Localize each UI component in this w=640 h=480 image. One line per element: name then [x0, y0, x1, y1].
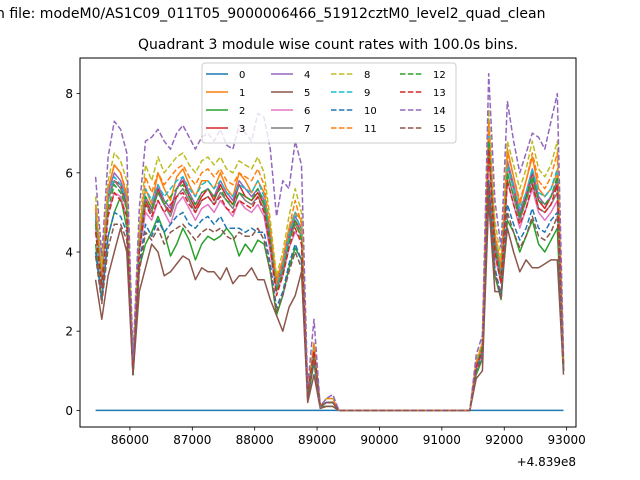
x-tick-label: 86000 [111, 433, 149, 447]
legend-label-7: 7 [304, 124, 310, 135]
y-tick-label: 6 [65, 166, 73, 180]
y-axis-ticks: 0 2 4 6 8 [65, 87, 80, 418]
x-tick-label: 91000 [423, 433, 461, 447]
legend-label-5: 5 [304, 88, 310, 99]
legend-label-13: 13 [433, 88, 446, 99]
y-tick-label: 4 [65, 246, 73, 260]
plot-frame [79, 57, 577, 428]
series-line-11 [94, 120, 565, 412]
y-tick-label: 2 [65, 325, 73, 339]
legend-label-8: 8 [364, 70, 370, 81]
legend-label-3: 3 [239, 124, 245, 135]
x-axis-offset-label: +4.839e8 [517, 455, 576, 469]
series-line-8 [94, 108, 565, 412]
legend-label-12: 12 [433, 70, 446, 81]
x-tick-label: 90000 [360, 433, 398, 447]
x-tick-label: 93000 [548, 433, 586, 447]
legend-label-11: 11 [364, 124, 377, 135]
figure-suptitle: n file: modeM0/AS1C09_011T05_9000006466_… [0, 6, 545, 22]
legend-label-2: 2 [239, 106, 245, 117]
series-line-14 [94, 73, 565, 412]
x-tick-label: 92000 [485, 433, 523, 447]
legend-label-0: 0 [239, 70, 245, 81]
legend-label-15: 15 [433, 124, 446, 135]
series-line-15 [94, 183, 565, 412]
x-axis-ticks: 86000 87000 88000 89000 90000 91000 92000 93000 [111, 427, 586, 447]
plot-lines [94, 73, 565, 412]
legend-box [201, 62, 457, 144]
x-tick-label: 89000 [298, 433, 336, 447]
y-tick-label: 8 [65, 87, 73, 101]
legend-label-9: 9 [364, 88, 370, 99]
legend-label-1: 1 [239, 88, 245, 99]
y-tick-label: 0 [65, 404, 73, 418]
legend-label-10: 10 [364, 106, 377, 117]
legend-label-6: 6 [304, 106, 310, 117]
x-tick-label: 87000 [173, 433, 211, 447]
chart-title: Quadrant 3 module wise count rates with … [138, 37, 518, 53]
x-tick-label: 88000 [236, 433, 274, 447]
legend-label-14: 14 [433, 106, 446, 117]
legend-label-4: 4 [304, 70, 310, 81]
